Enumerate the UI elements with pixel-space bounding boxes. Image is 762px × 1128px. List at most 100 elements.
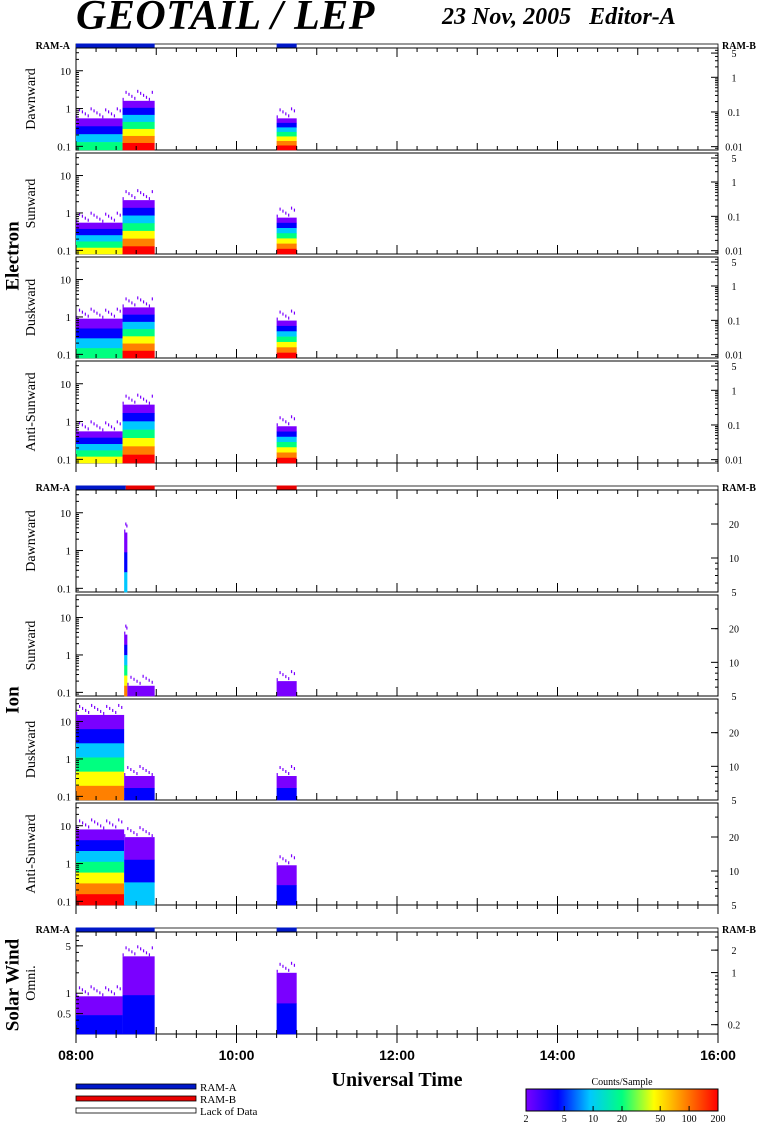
legend-swatch (75, 1083, 197, 1090)
data-speckle (145, 399, 148, 403)
data-speckle (288, 677, 290, 681)
data-speckle (293, 109, 296, 113)
data-speckle (102, 219, 104, 223)
x-axis-title: Universal Time (332, 1069, 463, 1091)
data-speckle (82, 706, 84, 710)
data-speckle (279, 766, 281, 770)
data-speckle (122, 401, 124, 405)
data-speckle (90, 307, 92, 311)
data-cell (276, 1003, 297, 1035)
data-speckle (134, 96, 136, 100)
data-speckle (293, 767, 296, 771)
data-speckle (151, 680, 153, 684)
panel-electron-dawnward-frame (75, 47, 719, 151)
data-speckle (119, 109, 121, 113)
data-speckle (91, 818, 93, 822)
data-speckle (282, 110, 284, 114)
data-cell (76, 247, 123, 255)
data-speckle (293, 417, 296, 421)
data-speckle (93, 309, 95, 313)
colorbar-tick-label: 10 (588, 1114, 598, 1125)
data-speckle (90, 107, 92, 111)
data-cell (76, 829, 125, 841)
data-speckle (84, 216, 86, 220)
data-cell (122, 223, 155, 232)
data-speckle (282, 768, 284, 772)
left-tick-label: 0.1 (57, 896, 71, 908)
colorbar-tick-label: 2 (524, 1114, 529, 1125)
data-cell (124, 675, 128, 687)
data-speckle (140, 947, 142, 951)
right-tick-label: 20 (729, 729, 739, 740)
data-speckle (84, 312, 86, 316)
data-speckle (145, 830, 147, 834)
left-tick-label: 10 (60, 717, 72, 729)
data-speckle (78, 421, 81, 425)
right-tick-label: 0.1 (728, 108, 741, 119)
data-speckle (288, 114, 290, 118)
data-speckle (125, 624, 127, 628)
data-speckle (282, 673, 284, 677)
data-speckle (88, 825, 90, 829)
data-speckle (290, 961, 293, 965)
panel-electron-sunward-frame (75, 152, 719, 255)
data-speckle (81, 310, 84, 314)
data-speckle (79, 704, 81, 708)
data-speckle (105, 108, 107, 112)
data-speckle (128, 396, 130, 400)
data-speckle (122, 953, 124, 957)
left-tick-label: 10 (60, 613, 72, 625)
data-speckle (140, 91, 142, 95)
data-speckle (121, 820, 123, 824)
data-speckle (88, 710, 90, 714)
data-speckle (90, 211, 92, 215)
data-cell (276, 447, 297, 453)
data-speckle (290, 206, 293, 210)
data-cell (124, 644, 128, 656)
data-speckle (81, 988, 84, 992)
data-speckle (122, 304, 124, 308)
data-speckle (119, 422, 121, 426)
data-speckle (87, 114, 89, 118)
data-speckle (276, 862, 278, 866)
data-cell (122, 121, 155, 130)
data-cell (76, 118, 123, 127)
x-tick-label: 12:00 (379, 1047, 415, 1063)
data-speckle (151, 297, 153, 301)
data-speckle (125, 190, 127, 194)
data-cell (76, 894, 125, 906)
left-tick-label: 10 (60, 275, 72, 287)
data-speckle (151, 394, 153, 398)
data-cell (76, 134, 123, 143)
data-speckle (125, 946, 127, 950)
data-speckle (276, 214, 278, 218)
data-speckle (110, 216, 113, 220)
data-cell (76, 840, 125, 852)
data-speckle (279, 671, 281, 675)
data-cell (76, 142, 123, 151)
data-speckle (290, 670, 293, 674)
right-tick-label: 20 (729, 833, 739, 844)
data-speckle (122, 97, 124, 101)
data-cell (276, 122, 297, 128)
data-speckle (142, 674, 144, 678)
data-speckle (124, 773, 126, 777)
data-cell (76, 431, 123, 438)
left-tick-label: 1 (66, 208, 72, 220)
data-cell (122, 421, 155, 430)
data-speckle (145, 769, 147, 773)
data-cell (76, 743, 125, 758)
data-speckle (125, 297, 127, 301)
right-tick-label: 5 (732, 901, 737, 912)
data-speckle (145, 951, 148, 955)
panel-solar-wind-omni--frame (75, 931, 719, 1035)
data-speckle (151, 90, 153, 94)
colorbar-title: Counts/Sample (591, 1077, 653, 1088)
data-speckle (118, 818, 120, 822)
panel-electron-anti-sunward-frame (75, 360, 719, 464)
left-tick-label: 0.1 (57, 454, 71, 466)
panel-ion-anti-sunward-frame (75, 802, 719, 906)
data-speckle (124, 834, 126, 838)
data-speckle (285, 859, 287, 863)
data-speckle (288, 316, 290, 320)
